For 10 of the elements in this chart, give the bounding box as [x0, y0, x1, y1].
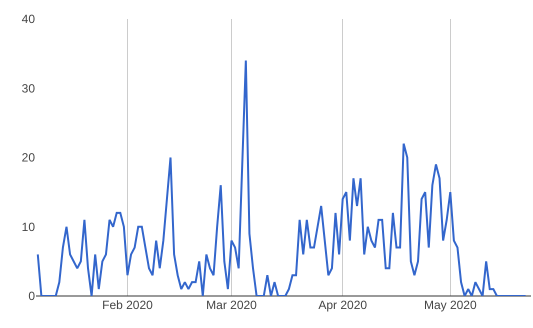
- x-tick-label: Mar 2020: [206, 298, 258, 312]
- y-tick-label: 30: [22, 81, 36, 96]
- x-tick-label: May 2020: [424, 298, 477, 312]
- x-tick-label: Feb 2020: [102, 298, 154, 312]
- x-tick-label: Apr 2020: [318, 298, 368, 312]
- line-series: [36, 60, 527, 296]
- y-tick-label: 10: [22, 220, 36, 234]
- y-tick-label: 20: [22, 150, 36, 165]
- y-tick-label: 40: [22, 12, 36, 26]
- y-tick-label: 0: [28, 289, 36, 304]
